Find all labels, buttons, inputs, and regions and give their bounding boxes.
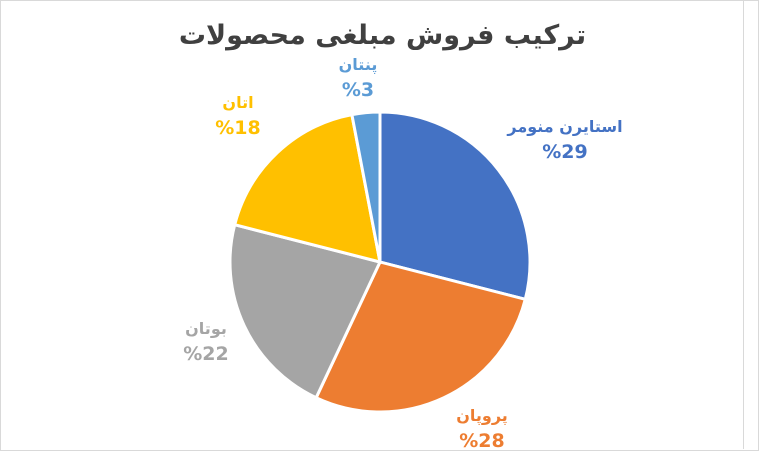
slice-value-label: %18 <box>215 117 260 139</box>
chart-title: ترکیب فروش مبلغی محصولات <box>178 20 587 51</box>
slice-category-label: استایرن منومر <box>506 117 622 136</box>
slice-value-label: %22 <box>183 343 228 365</box>
pie-slice <box>233 113 382 264</box>
pie-slice <box>378 110 532 301</box>
window-divider <box>743 0 744 449</box>
slice-category-label: اتان <box>222 93 253 112</box>
pie-slice <box>350 110 382 264</box>
slice-value-label: %28 <box>459 430 504 452</box>
slice-category-label: پنتان <box>339 55 378 75</box>
slice-value-label: %29 <box>542 141 587 163</box>
slice-category-label: بوتان <box>185 319 227 338</box>
pie-slice <box>314 260 527 414</box>
slice-value-label: %3 <box>342 79 374 101</box>
slice-category-label: پروپان <box>456 406 508 426</box>
pie-slice <box>228 223 382 400</box>
